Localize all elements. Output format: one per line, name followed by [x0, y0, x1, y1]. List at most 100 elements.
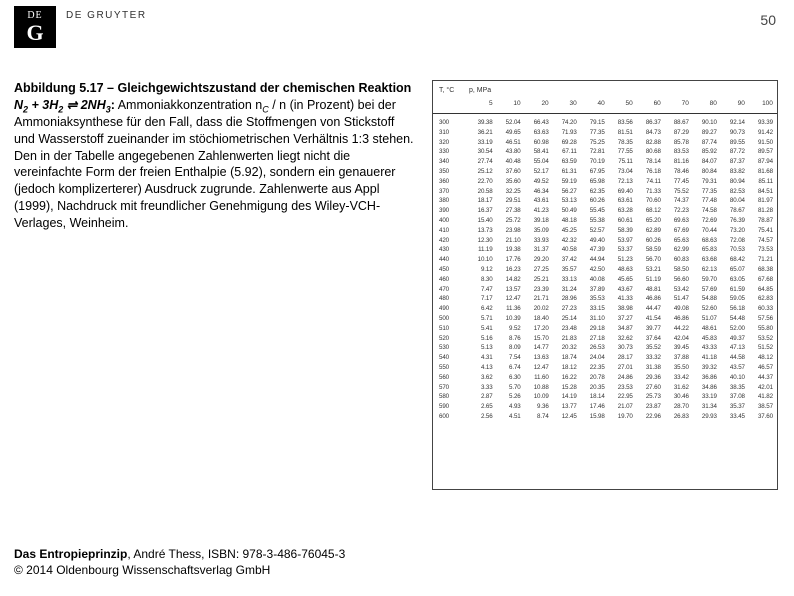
table-cell: 81.68 [745, 167, 773, 177]
table-cell: 2.87 [465, 392, 493, 402]
table-cell: 50.49 [549, 206, 577, 216]
table-cell: 73.53 [745, 245, 773, 255]
table-cell: 33.15 [577, 304, 605, 314]
table-cell: 70.60 [633, 196, 661, 206]
table-cell: 60.83 [661, 255, 689, 265]
table-cell: 52.60 [689, 304, 717, 314]
table-cell: 79.15 [577, 118, 605, 128]
table-cell: 84.73 [633, 128, 661, 138]
table-cell: 31.62 [661, 383, 689, 393]
table-cell: 56.18 [717, 304, 745, 314]
table-cell: 410 [439, 226, 465, 236]
table-cell: 20.02 [521, 304, 549, 314]
table-cell: 13.57 [493, 285, 521, 295]
table-row: 33030.5443.8058.4167.1172.8177.5580.6883… [439, 147, 773, 157]
table-cell: 22.95 [605, 392, 633, 402]
table-cell: 52.00 [717, 324, 745, 334]
table-cell: 46.34 [521, 187, 549, 197]
table-cell: 17.46 [577, 402, 605, 412]
table-cell: 58.50 [661, 265, 689, 275]
table-cell: 53.21 [633, 265, 661, 275]
pressure-col: 90 [717, 100, 745, 107]
table-cell: 80.84 [689, 167, 717, 177]
table-cell: 73.04 [605, 167, 633, 177]
table-cell: 26.53 [577, 343, 605, 353]
table-cell: 53.13 [549, 196, 577, 206]
table-row: 5703.335.7010.8815.2820.3523.5327.6031.6… [439, 383, 773, 393]
table-row: 43011.1919.3831.3740.5847.3953.3758.5962… [439, 245, 773, 255]
table-row: 4906.4211.3620.0227.2333.1538.9844.4749.… [439, 304, 773, 314]
table-cell: 21.83 [549, 334, 577, 344]
table-cell: 35.60 [493, 177, 521, 187]
table-cell: 12.45 [549, 412, 577, 422]
table-cell: 33.13 [549, 275, 577, 285]
table-cell: 84.51 [745, 187, 773, 197]
table-cell: 89.57 [745, 147, 773, 157]
table-cell: 51.19 [633, 275, 661, 285]
data-table: T, °C p, MPa 5102030405060708090100 3003… [432, 80, 778, 490]
table-cell: 65.98 [577, 177, 605, 187]
table-cell: 62.35 [577, 187, 605, 197]
table-cell: 44.37 [745, 373, 773, 383]
table-cell: 57.56 [745, 314, 773, 324]
table-cell: 560 [439, 373, 465, 383]
table-cell: 540 [439, 353, 465, 363]
table-head: T, °C p, MPa [433, 81, 777, 98]
page-number: 50 [760, 12, 776, 28]
table-cell: 77.55 [605, 147, 633, 157]
table-cell: 40.58 [549, 245, 577, 255]
table-cell: 87.29 [661, 128, 689, 138]
table-cell: 4.93 [493, 402, 521, 412]
table-cell: 91.42 [745, 128, 773, 138]
table-cell: 31.37 [521, 245, 549, 255]
table-cell: 43.57 [717, 363, 745, 373]
table-cell: 38.98 [605, 304, 633, 314]
table-cell: 53.52 [745, 334, 773, 344]
table-cell: 48.18 [549, 216, 577, 226]
pressure-col: 5 [465, 100, 493, 107]
table-cell: 31.10 [577, 314, 605, 324]
caption-body: Ammoniakkonzentration nC / n (in Prozent… [14, 98, 414, 230]
table-cell: 70.19 [577, 157, 605, 167]
table-cell: 31.24 [549, 285, 577, 295]
table-cell: 65.07 [717, 265, 745, 275]
table-cell: 480 [439, 294, 465, 304]
table-cell: 20.35 [577, 383, 605, 393]
table-cell: 12.30 [465, 236, 493, 246]
table-cell: 4.13 [465, 363, 493, 373]
table-cell: 37.89 [577, 285, 605, 295]
publisher-label: DE GRUYTER [66, 6, 147, 21]
table-cell: 300 [439, 118, 465, 128]
table-cell: 25.73 [633, 392, 661, 402]
table-cell: 11.60 [521, 373, 549, 383]
logo-main-text: G [26, 22, 43, 44]
table-cell: 10.39 [493, 314, 521, 324]
table-cell: 39.32 [689, 363, 717, 373]
table-cell: 51.23 [605, 255, 633, 265]
table-cell: 42.01 [745, 383, 773, 393]
pressure-col: 60 [633, 100, 661, 107]
table-cell: 92.14 [717, 118, 745, 128]
table-cell: 28.96 [549, 294, 577, 304]
table-cell: 340 [439, 157, 465, 167]
table-cell: 34.86 [689, 383, 717, 393]
table-cell: 63.05 [717, 275, 745, 285]
table-cell: 14.19 [549, 392, 577, 402]
table-cell: 60.26 [577, 196, 605, 206]
table-cell: 56.70 [633, 255, 661, 265]
table-cell: 29.20 [521, 255, 549, 265]
table-row: 40015.4025.7239.1848.1855.3860.6165.2069… [439, 216, 773, 226]
table-cell: 62.99 [661, 245, 689, 255]
table-cell: 19.38 [493, 245, 521, 255]
pressure-col: 80 [689, 100, 717, 107]
table-cell: 71.33 [633, 187, 661, 197]
table-cell: 48.61 [689, 324, 717, 334]
table-cell: 48.12 [745, 353, 773, 363]
table-cell: 14.77 [521, 343, 549, 353]
table-cell: 33.93 [521, 236, 549, 246]
table-row: 5603.626.3011.6016.2220.7824.8629.3633.4… [439, 373, 773, 383]
table-cell: 78.14 [633, 157, 661, 167]
table-cell: 54.88 [689, 294, 717, 304]
table-cell: 490 [439, 304, 465, 314]
table-cell: 27.60 [633, 383, 661, 393]
